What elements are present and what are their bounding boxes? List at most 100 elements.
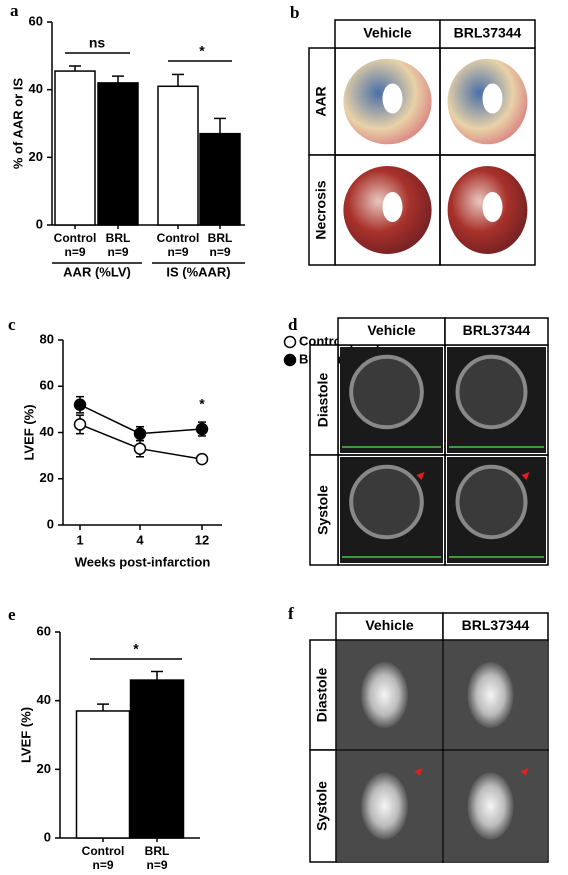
group-label: AAR (%LV) [63,264,131,279]
row-header-cell [309,344,339,456]
row-header: Diastole [314,668,330,723]
mri-heart [467,772,514,840]
mri-heart [360,772,409,840]
cell-border [442,749,549,863]
header-cell [334,19,441,49]
row-header: Systole [315,485,331,535]
row-header: AAR [313,86,329,116]
sample-size: n=9 [107,245,128,259]
header-cell [444,317,549,346]
mri-heart [360,662,409,728]
x-tick-label: BRL [106,231,131,245]
panel-label: d [288,315,298,334]
marker [195,422,209,436]
panel-label: b [290,3,299,22]
row-header: Necrosis [313,180,329,239]
row-header-cell [309,749,337,863]
lumen [482,83,503,114]
y-tick-label: 20 [37,761,51,776]
bar [199,132,241,226]
row-header-cell [308,154,336,266]
x-tick-label: BRL [208,231,233,245]
x-axis-title: Weeks post-infarction [75,554,211,569]
column-header: Vehicle [363,25,411,41]
annotation: ns [89,35,106,51]
marker [195,452,209,466]
y-axis-title: LVEF (%) [21,404,36,460]
y-tick-label: 40 [29,81,43,96]
x-tick-label: Control [82,844,125,858]
bar [157,85,199,226]
y-tick-label: 60 [29,13,43,28]
annotation: * [133,641,139,657]
sample-size: n=9 [167,245,188,259]
y-tick-label: 60 [37,623,51,638]
arrow [414,768,423,776]
lumen [482,192,503,222]
y-axis-title: % of AAR or IS [10,78,25,170]
sample-size: n=9 [64,245,85,259]
header-cell [439,19,536,49]
echo-wall [349,464,424,540]
panel-label: c [8,315,16,334]
y-axis-title: LVEF (%) [18,707,33,763]
annotation: * [199,396,205,412]
header-cell [337,317,446,346]
echo-wall [455,464,528,540]
column-header: Vehicle [365,617,413,633]
sample-size: n=9 [209,245,230,259]
column-header: BRL37344 [454,25,522,41]
mri-heart [467,662,514,728]
panel-label: a [10,1,19,20]
y-tick-label: 40 [37,692,51,707]
y-tick-label: 40 [40,424,54,439]
x-tick-label: Control [157,231,200,245]
row-header: Systole [314,781,330,831]
group-label: IS (%AAR) [166,264,230,279]
row-header: Diastole [315,373,331,428]
echo-wall [349,354,424,430]
header-cell [442,612,549,641]
y-tick-label: 0 [36,216,43,231]
arrow [416,472,425,480]
x-tick-label: 12 [195,532,209,547]
echo-wall [455,354,528,430]
column-header: BRL37344 [463,322,531,338]
sample-size: n=9 [146,858,167,872]
sample-size: n=9 [92,858,113,872]
y-tick-label: 0 [47,516,54,531]
arrow [520,768,529,776]
arrow [521,472,530,480]
panel-label: e [8,605,16,624]
y-tick-label: 20 [29,149,43,164]
bar [54,70,96,226]
bar [97,82,139,226]
x-tick-label: 4 [136,532,144,547]
y-tick-label: 0 [44,829,51,844]
column-header: Vehicle [367,322,415,338]
marker [133,427,147,440]
marker [73,418,87,431]
marker [73,398,87,411]
column-header: BRL37344 [462,617,530,633]
x-tick-label: BRL [145,844,170,858]
row-header-cell [309,454,339,566]
y-tick-label: 60 [40,378,54,393]
y-tick-label: 20 [40,470,54,485]
row-header-cell [308,47,336,156]
y-tick-label: 80 [40,331,54,346]
panel-label: f [288,604,294,623]
lumen [382,192,403,222]
bar [75,710,131,839]
legend-marker [283,353,297,367]
marker [133,442,147,455]
bar [129,679,185,839]
legend-marker [283,335,297,349]
x-tick-label: Control [54,231,97,245]
cell-border [439,154,536,266]
cell-border [444,454,549,566]
x-tick-label: 1 [76,532,83,547]
lumen [382,83,403,114]
annotation: * [199,43,205,59]
